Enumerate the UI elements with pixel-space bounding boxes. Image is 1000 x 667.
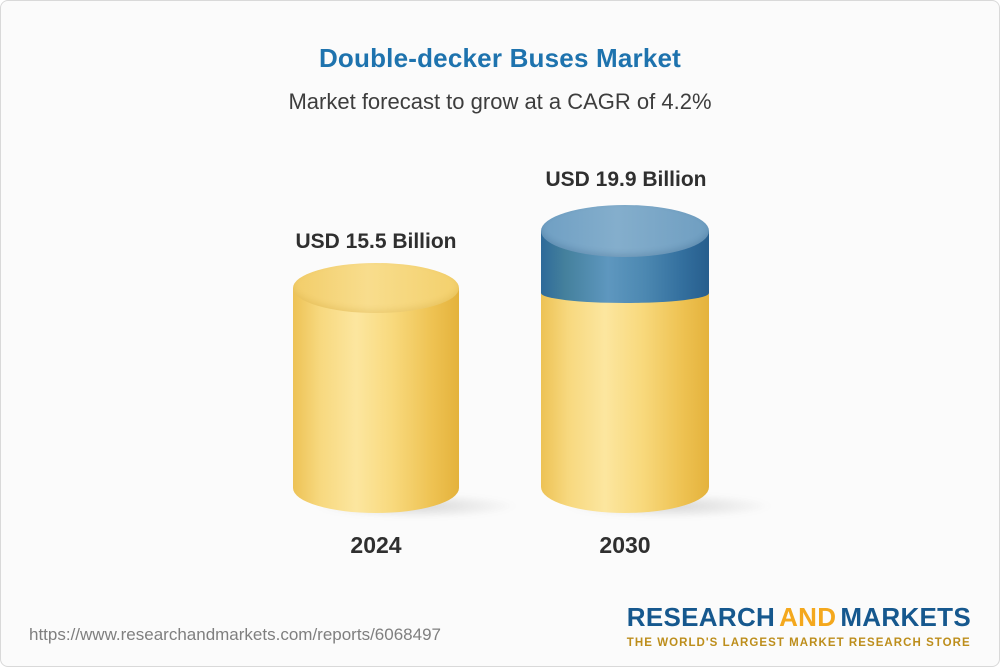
chart-title: Double-decker Buses Market — [318, 43, 682, 73]
x-axis-label-2030: 2030 — [599, 532, 651, 558]
bar-2024-top-ellipse — [293, 263, 459, 313]
logo-word-and: AND — [779, 602, 837, 632]
bar-2024 — [293, 263, 459, 513]
x-axis-label-2024: 2024 — [350, 532, 402, 558]
report-url: https://www.researchandmarkets.com/repor… — [29, 625, 441, 644]
bar-2030-base-segment — [541, 289, 709, 513]
logo-tagline: THE WORLD'S LARGEST MARKET RESEARCH STOR… — [626, 637, 971, 649]
value-label-2030: USD 19.9 Billion — [545, 168, 707, 191]
value-label-2024: USD 15.5 Billion — [295, 230, 457, 253]
bar-2030 — [541, 205, 709, 513]
chart-subtitle: Market forecast to grow at a CAGR of 4.2… — [288, 89, 712, 114]
bar-2030-top-ellipse — [541, 205, 709, 257]
logo-wordmark: RESEARCH AND MARKETS — [627, 602, 971, 633]
logo-word-markets: MARKETS — [840, 602, 971, 632]
logo-word-research: RESEARCH — [626, 602, 776, 632]
bar-2024-body — [293, 288, 459, 513]
researchandmarkets-logo: RESEARCH AND MARKETS THE WORLD'S LARGEST M… — [627, 602, 971, 649]
